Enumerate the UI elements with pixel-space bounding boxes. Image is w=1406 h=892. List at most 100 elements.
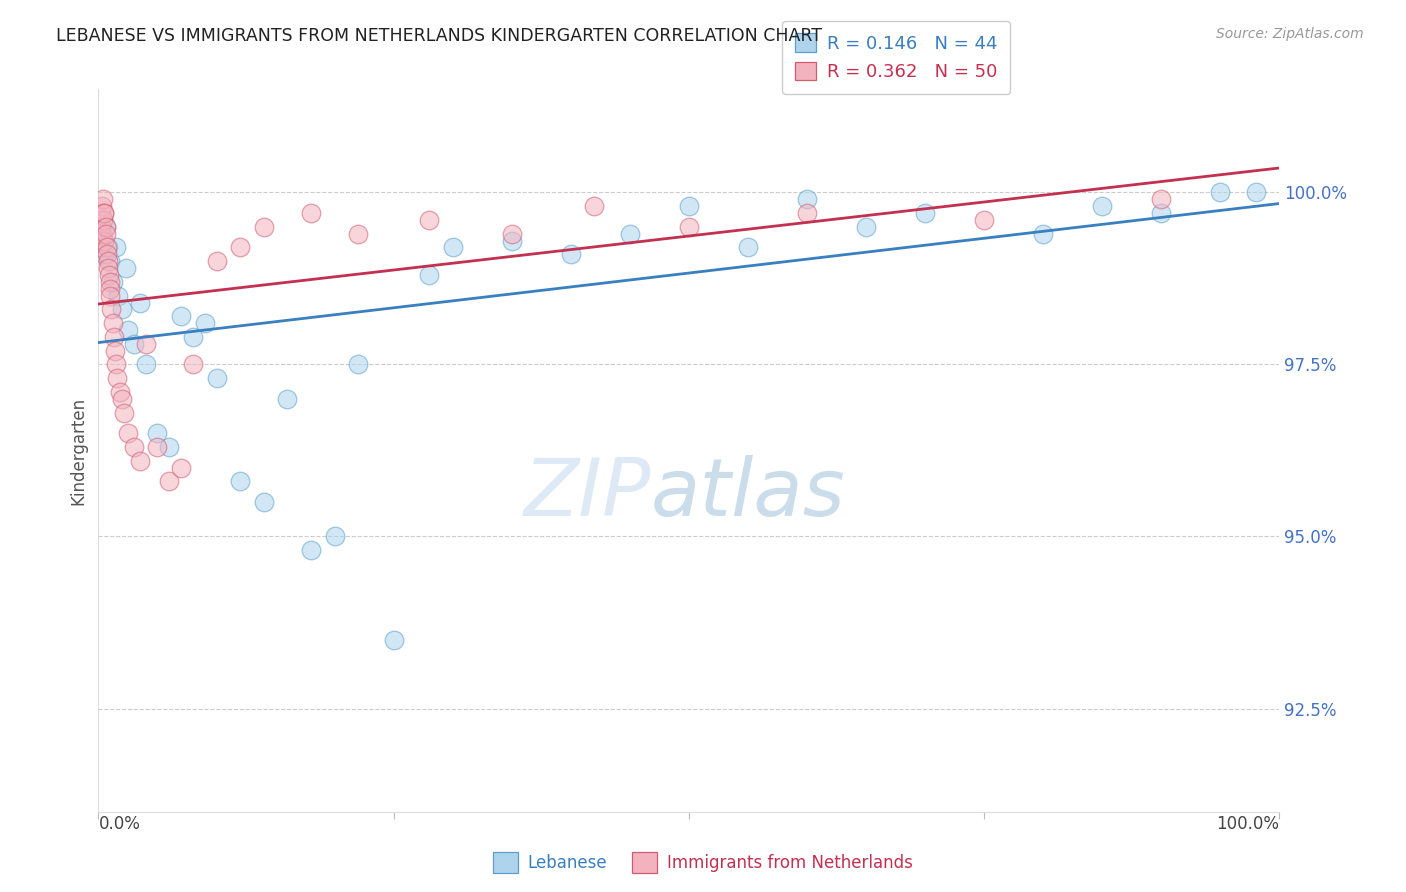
Point [973,213,995,227]
Point [253,495,276,509]
Point [128,454,150,468]
Point [1091,199,1114,213]
Point [678,199,700,213]
Point [501,227,523,241]
Point [737,240,759,254]
Point [229,240,252,254]
Point [276,392,298,406]
Point [101,316,124,330]
Text: atlas: atlas [651,455,846,533]
Point [100,302,122,317]
Point [105,240,128,254]
Point [157,440,180,454]
Point [122,440,145,454]
Point [91,213,114,227]
Point [96,240,118,254]
Point [94,219,117,234]
Point [105,358,128,372]
Point [108,384,131,399]
Point [117,323,139,337]
Point [90,206,112,220]
Point [914,206,936,220]
Point [94,227,117,241]
Legend: Lebanese, Immigrants from Netherlands: Lebanese, Immigrants from Netherlands [486,846,920,880]
Point [93,234,115,248]
Point [91,213,114,227]
Point [96,247,118,261]
Point [1209,186,1232,200]
Point [1150,192,1173,206]
Point [181,358,204,372]
Point [253,219,276,234]
Point [91,199,114,213]
Point [347,358,370,372]
Point [418,213,440,227]
Point [111,302,134,317]
Point [112,406,135,420]
Point [98,288,121,302]
Point [103,330,125,344]
Point [98,268,121,282]
Point [89,240,111,254]
Point [441,240,464,254]
Point [93,206,115,220]
Point [98,275,121,289]
Point [146,440,169,454]
Point [90,219,112,234]
Point [135,358,157,372]
Point [418,268,440,282]
Point [229,475,252,489]
Point [194,316,217,330]
Point [97,240,120,254]
Text: 0.0%: 0.0% [98,815,141,833]
Point [97,261,120,276]
Text: Source: ZipAtlas.com: Source: ZipAtlas.com [1216,27,1364,41]
Point [382,632,405,647]
Y-axis label: Kindergarten: Kindergarten [69,396,87,505]
Point [117,426,139,441]
Point [122,336,145,351]
Point [1150,206,1173,220]
Point [347,227,370,241]
Point [98,254,121,268]
Point [796,206,818,220]
Point [98,282,121,296]
Point [619,227,641,241]
Point [157,475,180,489]
Point [855,219,877,234]
Point [170,310,193,324]
Point [1244,186,1267,200]
Point [93,247,115,261]
Point [501,234,523,248]
Point [93,206,115,220]
Point [128,295,150,310]
Point [111,392,134,406]
Point [104,343,127,358]
Point [170,460,193,475]
Point [299,543,322,558]
Point [94,219,117,234]
Point [205,371,228,385]
Point [135,336,157,351]
Point [560,247,582,261]
Text: ZIP: ZIP [524,455,651,533]
Point [583,199,606,213]
Point [89,227,111,241]
Point [91,192,114,206]
Point [101,275,124,289]
Point [91,234,114,248]
Point [1032,227,1054,241]
Point [146,426,169,441]
Point [107,288,129,302]
Point [796,192,818,206]
Point [323,529,346,543]
Point [91,227,114,241]
Point [299,206,322,220]
Point [97,254,120,268]
Text: LEBANESE VS IMMIGRANTS FROM NETHERLANDS KINDERGARTEN CORRELATION CHART: LEBANESE VS IMMIGRANTS FROM NETHERLANDS … [56,27,823,45]
Point [678,219,700,234]
Point [205,254,228,268]
Text: 100.0%: 100.0% [1216,815,1279,833]
Point [90,219,112,234]
Point [114,261,136,276]
